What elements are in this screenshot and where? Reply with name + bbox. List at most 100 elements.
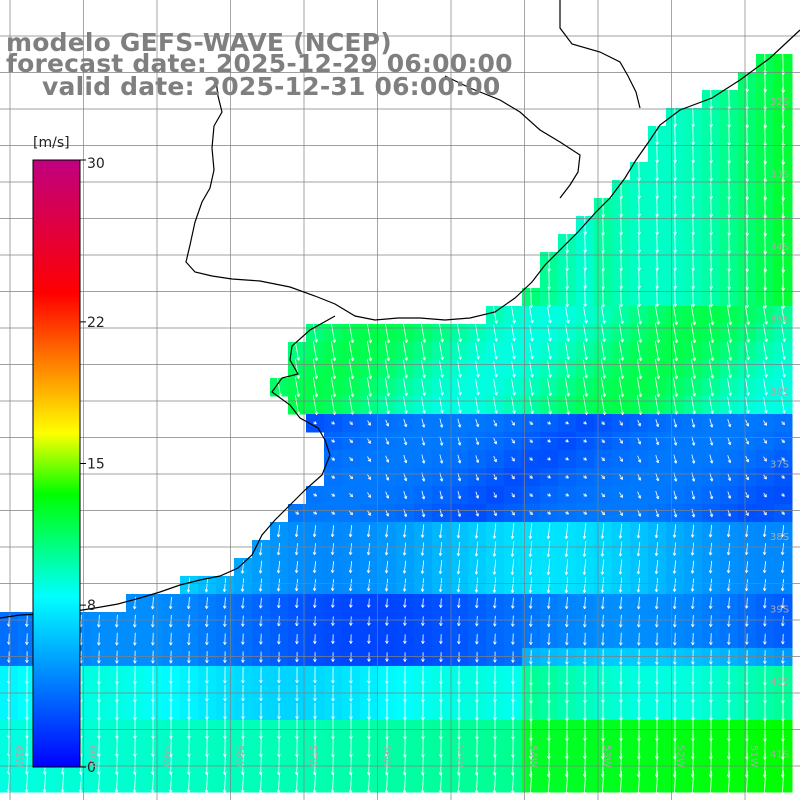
wind-arrow [169, 650, 173, 664]
wind-arrow [727, 491, 732, 499]
title-valid-date: valid date: 2025-12-31 06:00:00 [42, 72, 501, 101]
wind-arrow [403, 491, 408, 500]
wind-arrow [726, 323, 733, 343]
wind-arrow [763, 492, 767, 498]
wind-arrow [312, 395, 319, 416]
wind-arrow [564, 597, 569, 610]
wind-arrow [636, 395, 643, 416]
wind-arrow [528, 559, 533, 575]
wind-arrow [511, 615, 515, 627]
wind-arrow [637, 491, 642, 499]
wind-arrow [618, 341, 624, 361]
wind-arrow [672, 341, 679, 362]
wind-arrow [511, 633, 515, 645]
wind-arrow [547, 306, 552, 324]
wind-arrow [781, 396, 786, 414]
wind-arrow [781, 457, 785, 461]
wind-arrow [331, 421, 335, 425]
wind-arrow [565, 360, 570, 379]
wind-arrow [150, 596, 155, 610]
wind-arrow [636, 323, 642, 343]
wind-arrow [781, 324, 786, 342]
wind-arrow [187, 633, 191, 646]
wind-arrow [601, 306, 606, 324]
wind-arrow [295, 634, 299, 645]
wind-arrow [691, 454, 696, 464]
longitude-label: 52W [675, 745, 686, 768]
wind-arrow [384, 560, 389, 574]
wind-arrow [420, 542, 425, 556]
wind-arrow [475, 437, 480, 446]
wind-arrow [187, 650, 191, 664]
wind-arrow [385, 509, 390, 517]
wind-arrow [277, 597, 281, 609]
wind-arrow [745, 419, 750, 427]
wind-arrow [511, 474, 515, 480]
wind-arrow [223, 651, 227, 663]
wind-arrow [565, 615, 569, 628]
wind-arrow [654, 560, 659, 575]
wind-arrow [745, 378, 750, 396]
wind-arrow [151, 632, 155, 646]
wind-arrow [439, 454, 444, 464]
wind-arrow [493, 437, 498, 445]
wind-arrow [708, 323, 715, 344]
wind-arrow [673, 490, 678, 500]
wind-arrow [475, 455, 480, 463]
wind-arrow [348, 377, 355, 397]
wind-arrow [421, 378, 426, 396]
wind-arrow [636, 359, 643, 380]
wind-arrow [691, 436, 696, 446]
wind-arrow [276, 560, 281, 574]
wind-arrow [475, 509, 479, 517]
wind-arrow [781, 421, 785, 425]
wind-arrow [475, 473, 480, 481]
wind-arrow [421, 616, 425, 626]
wind-arrow [600, 541, 605, 557]
wind-arrow [673, 632, 677, 646]
longitude-label: 53W [601, 745, 612, 768]
latitude-label: 41S [770, 750, 789, 761]
wind-arrow [618, 614, 623, 628]
wind-arrow [618, 596, 623, 610]
wind-arrow [510, 523, 515, 539]
wind-arrow [493, 474, 497, 481]
wind-arrow [366, 359, 373, 379]
wind-arrow [511, 492, 515, 498]
wind-arrow [528, 523, 533, 539]
wind-arrow [690, 542, 695, 556]
wind-arrow [294, 543, 299, 556]
wind-arrow [564, 577, 569, 594]
wind-arrow [690, 305, 697, 326]
wind-arrow [403, 616, 407, 626]
wind-arrow [402, 341, 408, 361]
wind-arrow [313, 652, 317, 663]
wind-arrow [691, 615, 695, 628]
wind-arrow [439, 616, 443, 626]
wind-arrow [547, 395, 552, 415]
wind-arrow [529, 615, 533, 627]
wind-arrow [780, 525, 785, 538]
wind-arrow [763, 396, 768, 414]
wind-arrow [133, 632, 137, 646]
wind-arrow [294, 561, 299, 574]
wind-arrow [493, 306, 498, 324]
wind-arrow [475, 360, 480, 378]
wind-arrow [421, 341, 426, 361]
wind-arrow [637, 287, 641, 307]
wind-arrow [493, 324, 498, 342]
wind-arrow [583, 511, 588, 515]
wind-arrow [421, 454, 426, 464]
wind-arrow [781, 493, 785, 497]
wind-arrow [672, 542, 677, 556]
wind-arrow [672, 395, 678, 415]
wind-arrow [582, 577, 587, 593]
wind-arrow [708, 524, 713, 538]
wind-arrow [492, 523, 497, 539]
wind-arrow [349, 598, 353, 608]
wind-arrow [583, 359, 588, 379]
wind-arrow [510, 541, 515, 557]
wind-arrow [294, 359, 301, 379]
wind-arrow [637, 632, 641, 646]
wind-arrow [457, 598, 461, 609]
